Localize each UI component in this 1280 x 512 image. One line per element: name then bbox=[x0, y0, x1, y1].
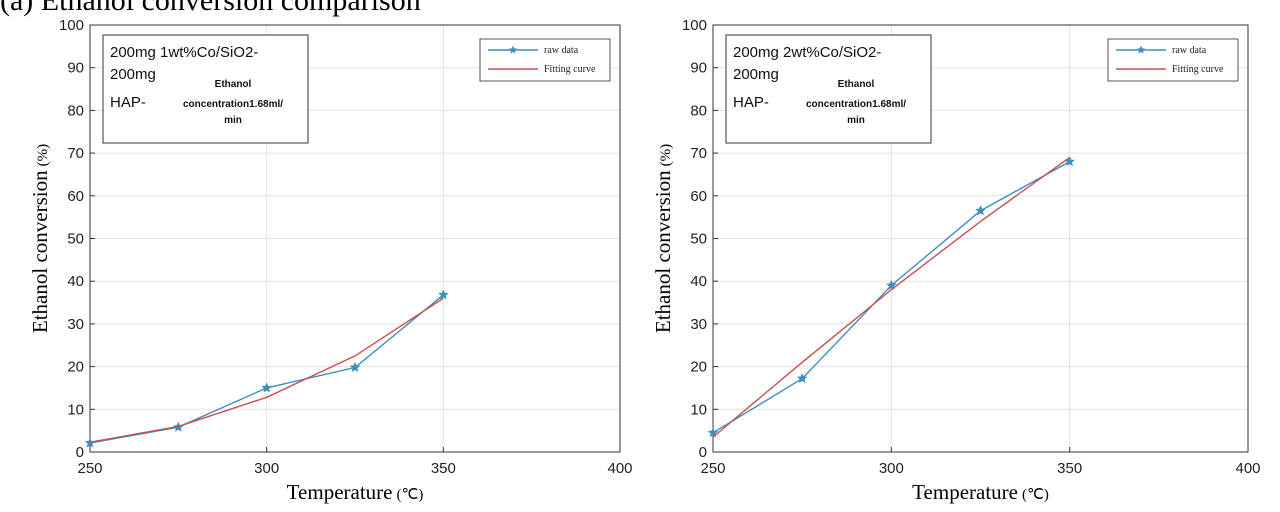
y-tick-label: 100 bbox=[59, 17, 84, 34]
legend-label: raw data bbox=[544, 45, 579, 56]
x-tick-label: 350 bbox=[1057, 460, 1082, 477]
legend-marker bbox=[1136, 45, 1146, 54]
y-tick-label: 90 bbox=[690, 60, 707, 77]
x-axis-label-text: Temperature bbox=[912, 480, 1018, 504]
legend-marker bbox=[508, 45, 518, 54]
y-axis-label: Ethanol conversion (%) bbox=[28, 144, 52, 333]
x-axis-unit: (℃) bbox=[396, 487, 423, 503]
figure-caption-fragment: (a) Ethanol conversion comparison bbox=[0, 0, 421, 17]
info-line-catalyst: 200mg 1wt%Co/SiO2- bbox=[110, 44, 258, 61]
legend-label: Fitting curve bbox=[544, 64, 596, 75]
x-tick-label: 400 bbox=[607, 460, 632, 477]
chart-left: 0 10 20 30 40 50 60 70 80 90 100 250 300 350 400 Temper… bbox=[28, 17, 633, 504]
y-tick-label: 20 bbox=[67, 359, 84, 376]
info-ethanol: Ethanol bbox=[838, 79, 875, 90]
y-axis-unit: (%) bbox=[658, 144, 674, 167]
y-tick-label: 30 bbox=[690, 316, 707, 333]
data-point bbox=[261, 382, 273, 393]
info-line-mass: 200mg bbox=[110, 66, 156, 83]
info-concentration: concentration1.68ml/ bbox=[806, 99, 906, 110]
x-tick-label: 250 bbox=[700, 460, 725, 477]
info-line-support: HAP- bbox=[110, 94, 146, 111]
y-tick-label: 20 bbox=[690, 359, 707, 376]
y-tick-label: 40 bbox=[67, 273, 84, 290]
x-axis-label: Temperature (℃) bbox=[912, 480, 1049, 504]
info-unit-min: min bbox=[847, 115, 865, 126]
y-tick-label: 40 bbox=[690, 273, 707, 290]
info-box bbox=[725, 34, 932, 144]
y-axis-unit: (%) bbox=[35, 144, 51, 167]
legend-box bbox=[479, 38, 611, 82]
y-tick-label: 90 bbox=[67, 60, 84, 77]
y-tick-label: 10 bbox=[67, 401, 84, 418]
x-tick-label: 350 bbox=[431, 460, 456, 477]
chart-right: 0 10 20 30 40 50 60 70 80 90 100 250 300 350 400 Temper… bbox=[651, 17, 1261, 504]
x-tick-label: 300 bbox=[254, 460, 279, 477]
y-tick-label: 60 bbox=[67, 188, 84, 205]
y-tick-label: 0 bbox=[699, 444, 707, 461]
y-tick-label: 50 bbox=[67, 231, 84, 248]
y-axis-label-text: Ethanol conversion bbox=[28, 170, 52, 333]
info-box bbox=[102, 34, 309, 144]
y-tick-label: 0 bbox=[76, 444, 84, 461]
info-line-mass: 200mg bbox=[733, 66, 779, 83]
y-tick-label: 10 bbox=[690, 401, 707, 418]
info-line-support: HAP- bbox=[733, 94, 769, 111]
y-tick-label: 70 bbox=[67, 145, 84, 162]
data-point bbox=[437, 289, 449, 300]
x-axis-label: Temperature (℃) bbox=[287, 480, 424, 504]
y-tick-label: 100 bbox=[682, 17, 707, 34]
info-ethanol: Ethanol bbox=[215, 79, 252, 90]
y-tick-label: 30 bbox=[67, 316, 84, 333]
y-tick-label: 80 bbox=[690, 102, 707, 119]
y-tick-label: 80 bbox=[67, 102, 84, 119]
y-tick-label: 50 bbox=[690, 231, 707, 248]
y-tick-label: 60 bbox=[690, 188, 707, 205]
series-line-fitting-curve bbox=[89, 297, 444, 443]
x-axis-label-text: Temperature bbox=[287, 480, 393, 504]
data-point bbox=[975, 205, 986, 216]
y-axis-label-text: Ethanol conversion bbox=[651, 170, 675, 333]
info-unit-min: min bbox=[224, 115, 242, 126]
info-concentration: concentration1.68ml/ bbox=[183, 99, 283, 110]
info-line-catalyst: 200mg 2wt%Co/SiO2- bbox=[733, 44, 881, 61]
series-line-fitting-curve bbox=[712, 156, 1071, 438]
y-tick-label: 70 bbox=[690, 145, 707, 162]
legend-label: Fitting curve bbox=[1172, 64, 1224, 75]
legend-box bbox=[1107, 38, 1239, 82]
legend-label: raw data bbox=[1172, 45, 1207, 56]
x-tick-label: 400 bbox=[1235, 460, 1260, 477]
data-point bbox=[796, 372, 808, 384]
x-tick-label: 250 bbox=[77, 460, 102, 477]
x-tick-label: 300 bbox=[879, 460, 904, 477]
data-point bbox=[349, 361, 361, 373]
y-axis-label: Ethanol conversion (%) bbox=[651, 144, 675, 333]
x-axis-unit: (℃) bbox=[1022, 487, 1049, 503]
